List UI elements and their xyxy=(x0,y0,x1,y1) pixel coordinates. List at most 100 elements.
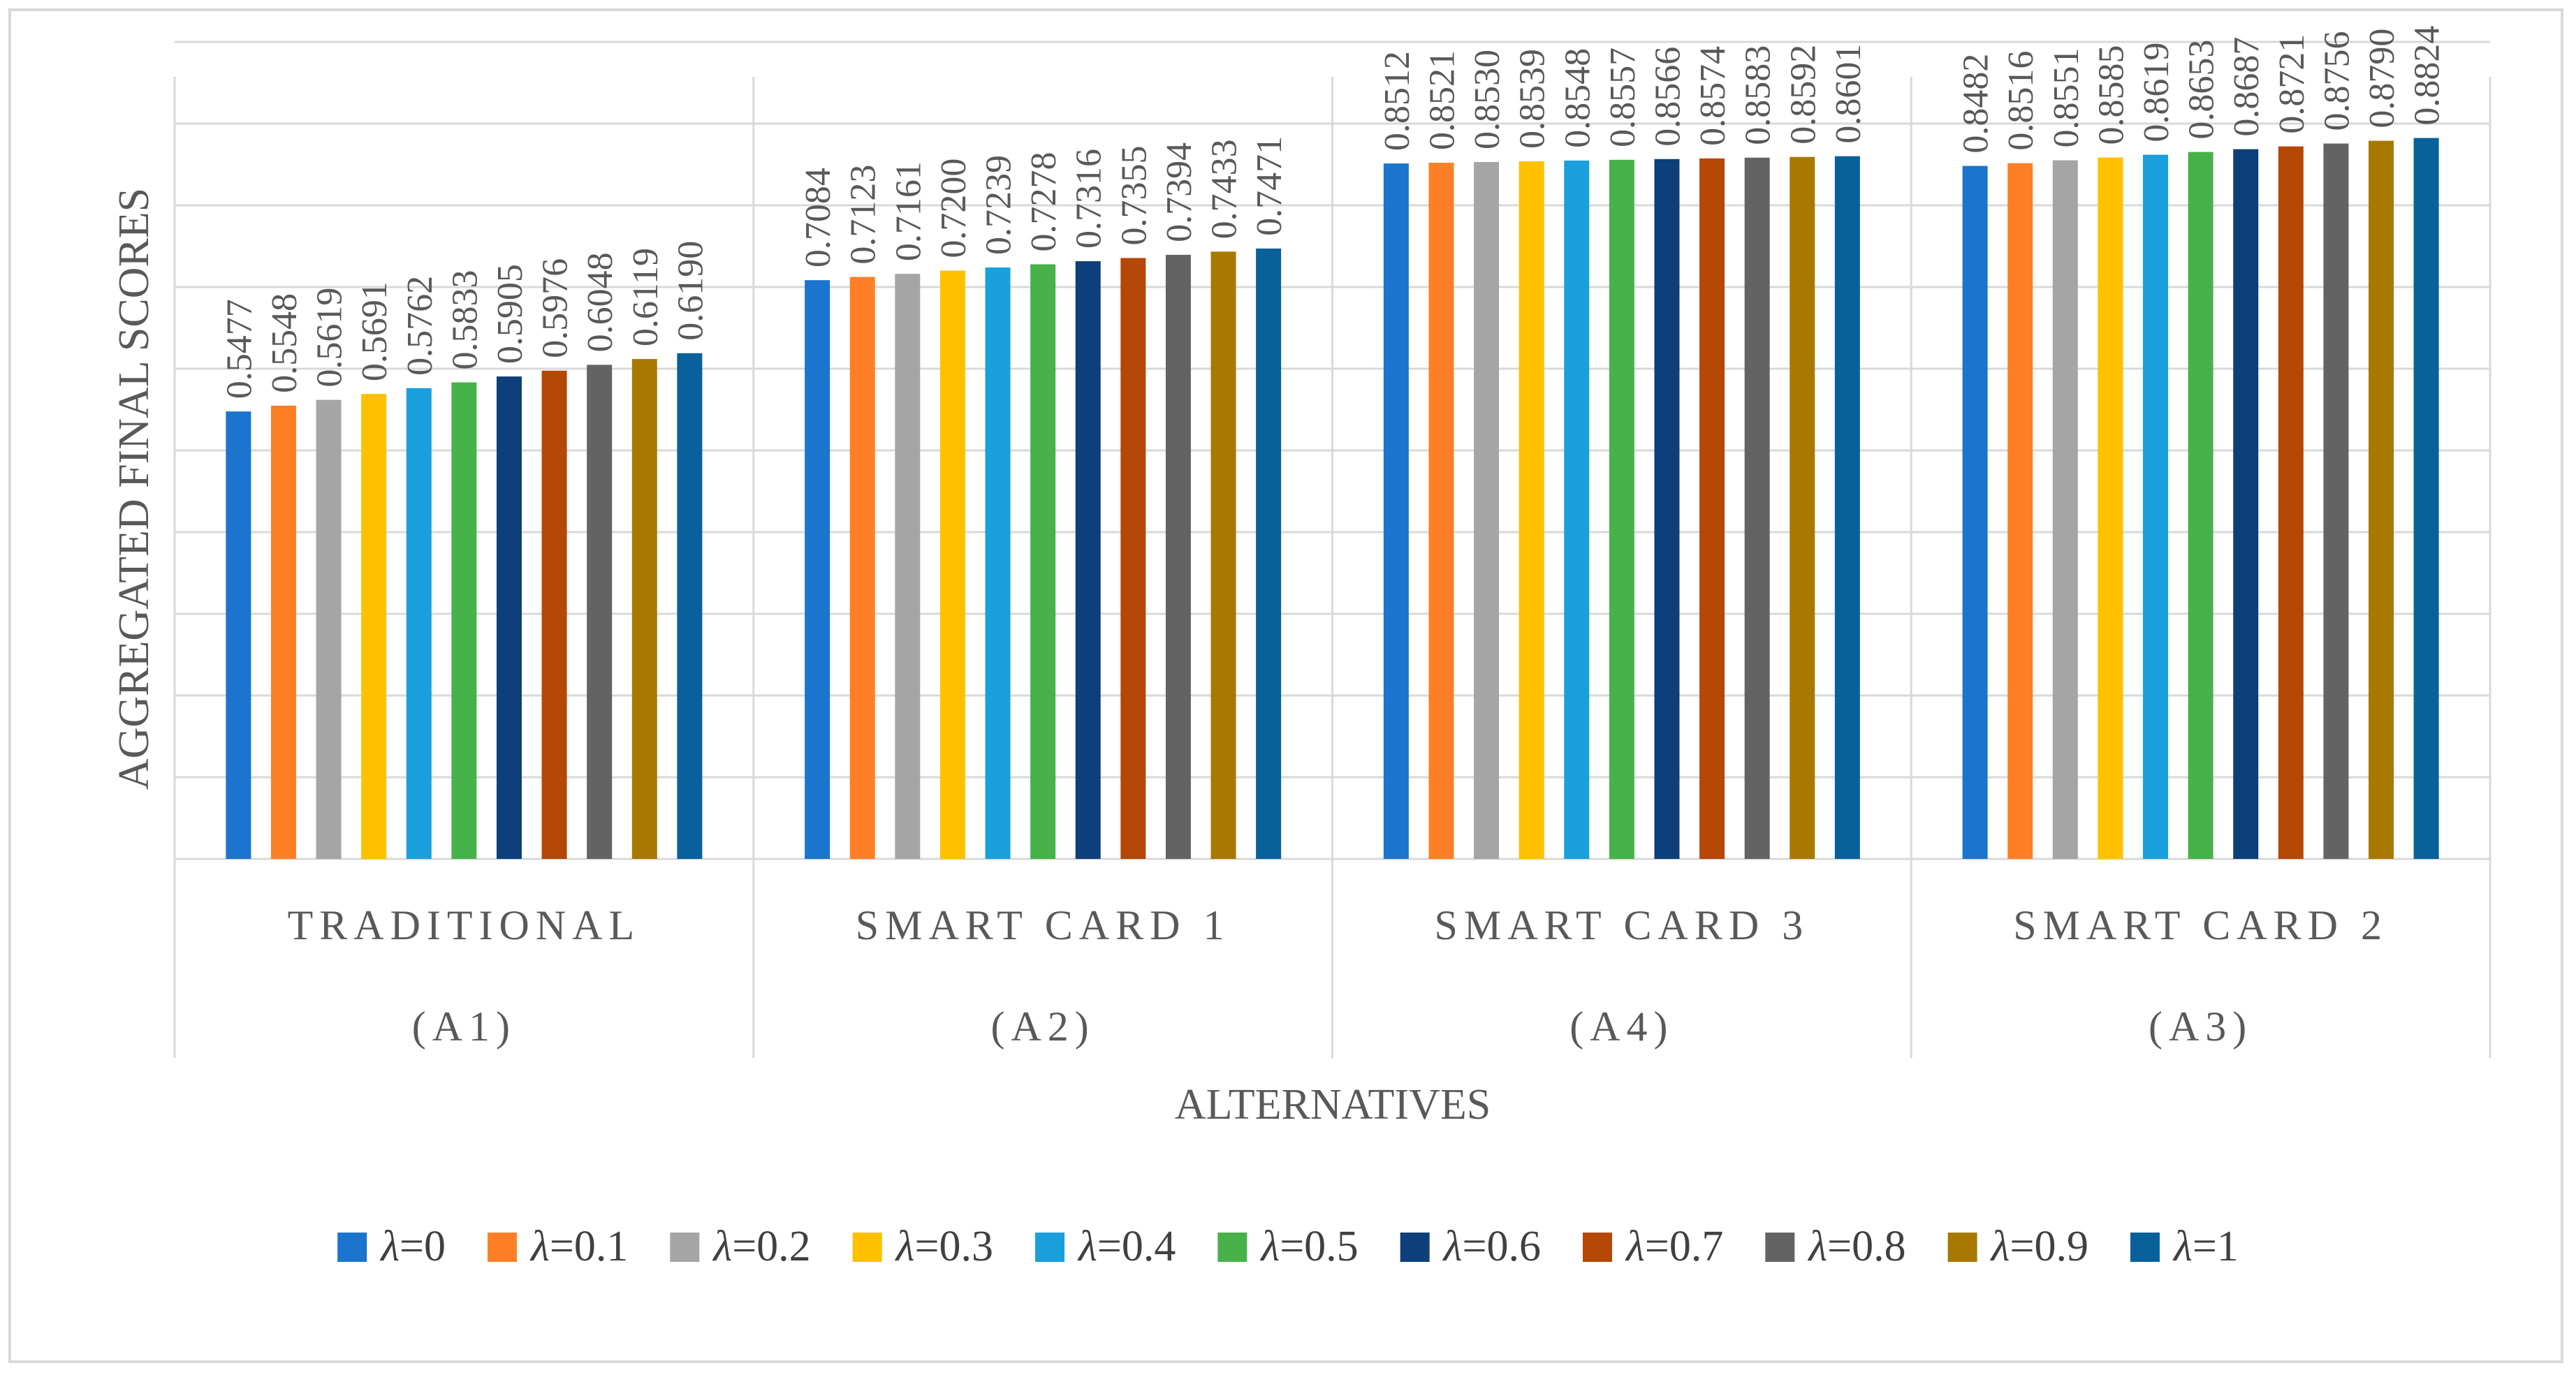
legend-label: λ=0.9 xyxy=(1990,1223,2088,1270)
legend-item: λ=0.3 xyxy=(852,1223,993,1270)
legend-swatch xyxy=(1582,1233,1612,1262)
data-label: 0.5477 xyxy=(219,299,259,399)
data-label: 0.8557 xyxy=(1603,47,1643,147)
data-label: 0.8824 xyxy=(2408,26,2447,126)
bar xyxy=(1075,261,1101,859)
legend-label: λ=1 xyxy=(2172,1223,2239,1270)
bar xyxy=(451,382,477,859)
bar xyxy=(406,388,432,859)
category-label: TRADITIONAL xyxy=(288,902,641,948)
bar xyxy=(1518,161,1544,859)
bar xyxy=(939,270,965,860)
bar xyxy=(587,365,613,859)
bar xyxy=(1474,161,1500,860)
legend-swatch xyxy=(670,1233,700,1262)
category-label: SMART CARD 2 xyxy=(2013,902,2388,948)
bar xyxy=(2369,140,2394,859)
bar xyxy=(1834,156,1860,860)
data-label: 0.7200 xyxy=(934,159,974,258)
data-label: 0.7123 xyxy=(844,165,884,265)
data-label: 0.7161 xyxy=(888,161,928,261)
legend-label: λ=0.1 xyxy=(529,1223,628,1270)
bar xyxy=(985,267,1011,859)
legend-swatch xyxy=(488,1233,518,1262)
data-label: 0.8592 xyxy=(1783,45,1823,145)
legend-item: λ=0.7 xyxy=(1582,1223,1723,1270)
data-label: 0.5976 xyxy=(536,258,576,358)
data-label: 0.8530 xyxy=(1468,50,1507,149)
category-label: SMART CARD 1 xyxy=(856,902,1231,948)
data-label: 0.8539 xyxy=(1513,49,1553,149)
bar xyxy=(2098,157,2123,859)
axes: TRADITIONAL (A1) SMART CARD 1 (A2) SMART CAR… xyxy=(173,77,2491,1058)
legend-item: λ=0.9 xyxy=(1947,1223,2088,1270)
data-label: 0.5619 xyxy=(310,288,350,388)
bar xyxy=(226,411,251,859)
bar xyxy=(361,394,387,859)
data-label: 0.8516 xyxy=(2001,51,2041,151)
bar xyxy=(2007,163,2033,860)
legend-swatch xyxy=(1217,1233,1247,1262)
data-label: 0.7355 xyxy=(1114,145,1154,245)
legend-swatch xyxy=(1765,1233,1795,1262)
bar xyxy=(1790,156,1815,860)
bar xyxy=(1699,158,1725,860)
data-label: 0.7316 xyxy=(1069,149,1109,249)
bar xyxy=(1564,160,1590,859)
data-label: 0.8548 xyxy=(1558,48,1597,148)
bar xyxy=(1030,264,1056,859)
category-label: SMART CARD 3 xyxy=(1435,902,1810,948)
data-label: 0.7471 xyxy=(1250,136,1289,236)
bar xyxy=(2413,138,2439,859)
data-label: 0.8583 xyxy=(1739,45,1778,145)
data-label: 0.5762 xyxy=(400,276,440,376)
bar xyxy=(2052,160,2078,859)
bar xyxy=(2323,143,2349,860)
bar xyxy=(631,359,657,859)
legend-swatch xyxy=(1400,1233,1430,1262)
data-label: 0.6190 xyxy=(671,241,710,341)
data-label: 0.8619 xyxy=(2137,43,2176,142)
bar xyxy=(2188,152,2213,859)
legend-item: λ=0.4 xyxy=(1035,1223,1176,1270)
bar xyxy=(1609,159,1634,859)
data-label: 0.5548 xyxy=(265,293,305,393)
data-label: 0.5833 xyxy=(445,270,485,370)
data-label: 0.5691 xyxy=(355,281,395,381)
legend-label: λ=0.3 xyxy=(895,1223,993,1270)
data-label: 0.8687 xyxy=(2227,37,2267,137)
x-axis-title: ALTERNATIVES xyxy=(1175,1081,1491,1128)
data-label: 0.8756 xyxy=(2317,31,2357,131)
legend-label: λ=0.4 xyxy=(1077,1223,1176,1270)
data-label: 0.8551 xyxy=(2047,48,2086,148)
bar xyxy=(1428,163,1454,860)
legend-label: λ=0.6 xyxy=(1442,1223,1541,1270)
bars xyxy=(226,138,2439,860)
legend-label: λ=0.8 xyxy=(1807,1223,1905,1270)
data-label: 0.6048 xyxy=(580,252,620,352)
data-label: 0.8721 xyxy=(2272,34,2312,134)
y-axis-title: AGGREGATED FINAL SCORES xyxy=(110,188,158,790)
data-label: 0.7394 xyxy=(1159,142,1199,242)
legend-item: λ=0.5 xyxy=(1217,1223,1359,1270)
legend-swatch xyxy=(2130,1233,2160,1262)
legend-item: λ=0.6 xyxy=(1400,1223,1541,1270)
bar xyxy=(849,277,875,859)
bar xyxy=(2278,146,2304,859)
legend-label: λ=0.7 xyxy=(1625,1223,1723,1270)
legend-item: λ=0.2 xyxy=(670,1223,811,1270)
data-label: 0.8790 xyxy=(2362,29,2402,128)
bar xyxy=(541,370,567,859)
legend-item: λ=0 xyxy=(337,1223,446,1270)
legend-swatch xyxy=(337,1233,367,1262)
bar xyxy=(316,399,342,859)
bar xyxy=(2143,154,2169,859)
bar xyxy=(1962,166,1988,859)
bar xyxy=(496,376,522,859)
bar xyxy=(1256,248,1282,859)
legend-item: λ=0.8 xyxy=(1765,1223,1906,1270)
data-label: 0.5905 xyxy=(490,264,530,364)
legend-swatch xyxy=(1035,1233,1065,1262)
